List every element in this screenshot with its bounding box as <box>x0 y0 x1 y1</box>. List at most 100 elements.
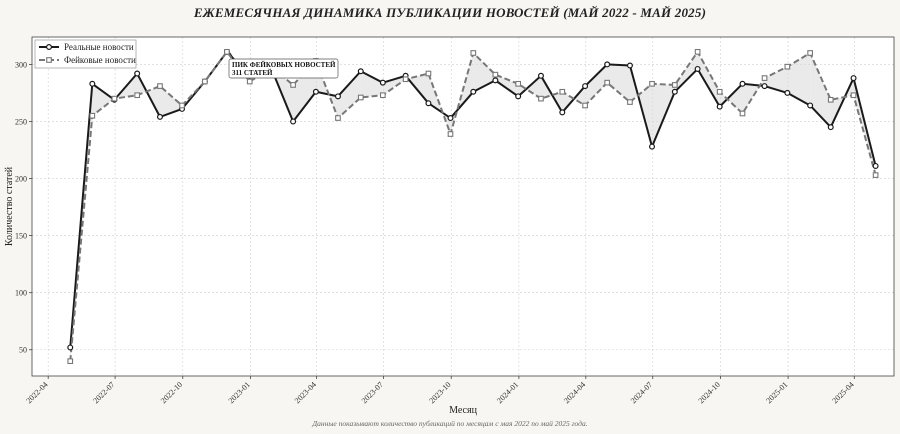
legend-marker-real <box>45 43 52 50</box>
real-news-point <box>761 83 768 90</box>
x-tick-label: 2022-04 <box>24 380 49 405</box>
difference-segment <box>585 64 608 106</box>
difference-segment <box>787 52 811 106</box>
x-tick-label: 2022-07 <box>91 380 116 405</box>
real-news-point <box>334 93 341 100</box>
real-news-point <box>537 72 544 79</box>
fake-news-point <box>559 88 566 95</box>
plot-frame <box>31 36 895 377</box>
fake-news-point <box>492 71 499 78</box>
difference-segment <box>607 64 630 103</box>
x-tick-label: 2025-01 <box>764 380 789 405</box>
y-axis-title: Количество статей <box>4 166 15 246</box>
real-news-point <box>626 62 633 69</box>
annotation-box <box>228 58 339 79</box>
chart-title: ЕЖЕМЕСЯЧНАЯ ДИНАМИКА ПУБЛИКАЦИИ НОВОСТЕЙ… <box>193 5 707 20</box>
difference-segment <box>810 52 831 128</box>
fake-news-point <box>694 48 701 55</box>
real-news-point <box>357 68 364 75</box>
fake-news-point <box>134 92 141 99</box>
difference-segment <box>360 71 383 98</box>
real-news-point <box>784 89 791 96</box>
legend: Реальные новости Фейковые новости <box>34 39 137 69</box>
real-news-point <box>156 113 163 120</box>
fake-news-point <box>807 50 814 56</box>
x-tick-label: 2024-07 <box>629 380 654 405</box>
fake-news-point <box>67 358 74 365</box>
fake-news-point <box>784 63 791 70</box>
real-news-point <box>739 80 746 87</box>
real-news-point <box>850 75 857 82</box>
real-news-point <box>425 100 432 107</box>
annotation-line-2: 311 СТАТЕЙ <box>232 69 273 77</box>
fake-news-point <box>649 80 655 87</box>
y-tick-label: 50 <box>19 346 27 355</box>
real-news-point <box>694 65 701 72</box>
real-news-point <box>89 80 96 87</box>
fake-news-point <box>827 96 834 103</box>
fake-news-point <box>739 110 746 117</box>
fake-news-point <box>224 48 230 55</box>
fake-news-point <box>582 102 588 109</box>
real-news-point <box>559 109 566 116</box>
x-axis-title: Месяц <box>449 405 477 416</box>
y-tick-label: 250 <box>15 117 27 126</box>
difference-segment <box>92 83 115 116</box>
fake-news-point <box>515 80 522 87</box>
x-tick-label: 2022-10 <box>159 380 184 405</box>
real-news-point <box>515 93 522 100</box>
fake-news-point <box>604 79 611 86</box>
fake-news-point <box>425 70 432 77</box>
real-news-point <box>134 70 141 77</box>
real-news-point <box>492 77 499 84</box>
y-tick-label: 100 <box>15 289 27 298</box>
x-tick-label: 2025-04 <box>830 380 855 405</box>
legend-marker-fake <box>46 57 52 63</box>
real-news-point <box>604 61 611 68</box>
fake-news-point <box>357 94 364 101</box>
difference-segment <box>764 66 788 93</box>
real-news-point <box>447 115 454 122</box>
fake-news-point <box>716 88 723 95</box>
real-news-point <box>290 118 297 125</box>
annotation-line-1: ПИК ФЕЙКОВЫХ НОВОСТЕЙ <box>232 61 336 69</box>
fake-news-point <box>111 95 118 102</box>
real-news-point <box>649 143 656 150</box>
y-tick-label: 300 <box>15 60 27 69</box>
y-tick-label: 150 <box>15 232 27 241</box>
difference-segment <box>159 86 183 117</box>
fake-news-point <box>761 75 768 81</box>
real-news-point <box>827 124 834 131</box>
fake-news-point <box>246 78 253 85</box>
fake-news-point <box>89 112 96 119</box>
fake-news-point <box>627 99 633 105</box>
fake-news-point <box>671 82 678 88</box>
real-news-point <box>872 162 879 169</box>
difference-segment <box>719 83 743 114</box>
fake-news-point <box>335 115 341 121</box>
x-tick-label: 2023-04 <box>293 380 318 405</box>
x-tick-label: 2023-07 <box>360 380 385 405</box>
x-tick-label: 2024-10 <box>697 380 722 405</box>
real-news-point <box>312 88 319 95</box>
fake-news-point <box>447 131 454 137</box>
fake-news-point <box>290 82 296 88</box>
fake-news-point <box>850 92 857 99</box>
legend-box <box>34 39 137 69</box>
real-news-point <box>807 102 814 109</box>
difference-segment <box>674 51 698 92</box>
x-tick-label: 2023-01 <box>227 380 252 405</box>
fake-news-point <box>201 78 208 85</box>
real-news-point <box>67 344 74 351</box>
difference-segment <box>337 71 361 119</box>
difference-segment <box>473 52 496 92</box>
real-news-point <box>582 83 589 90</box>
real-news-point <box>379 79 386 86</box>
legend-label: Реальные новости <box>64 42 134 52</box>
fake-news-point <box>872 172 879 178</box>
fake-news-point <box>470 50 477 56</box>
real-news-point <box>470 88 477 95</box>
fake-news-point <box>538 95 544 102</box>
